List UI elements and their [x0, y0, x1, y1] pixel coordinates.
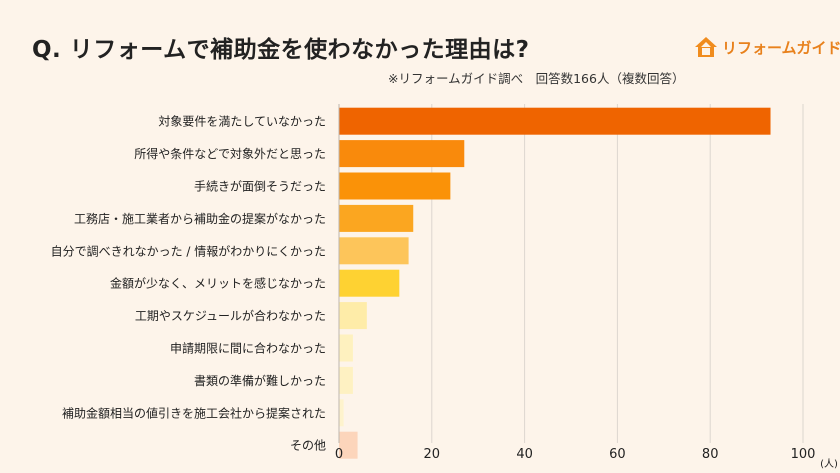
bar	[339, 366, 353, 394]
x-tick-label: 20	[424, 447, 441, 462]
bar	[339, 399, 344, 427]
bar	[339, 107, 771, 135]
bar	[339, 334, 353, 362]
category-label: 所得や条件などで対象外だと思った	[134, 146, 326, 161]
category-label: 手続きが面倒そうだった	[194, 179, 326, 194]
house-icon	[695, 37, 717, 57]
bar	[339, 431, 358, 459]
category-label: 申請期限に間に合わなかった	[170, 341, 326, 356]
x-tick-label: 60	[609, 447, 626, 462]
category-label: 自分で調べきれなかった / 情報がわかりにくかった	[51, 243, 326, 258]
bar	[339, 237, 409, 265]
x-tick-label: 100	[791, 447, 816, 462]
bar	[339, 302, 367, 330]
logo: リフォームガイド	[694, 35, 840, 59]
category-label: 工務店・施工業者から補助金の提案がなかった	[74, 211, 326, 226]
category-label: 補助金額相当の値引きを施工会社から提案された	[62, 405, 326, 420]
bar	[339, 172, 451, 200]
category-label: その他	[290, 439, 326, 453]
chart-subtitle: ※リフォームガイド調べ 回答数166人（複数回答）	[388, 71, 685, 86]
x-tick-label: 0	[335, 447, 343, 462]
category-label: 対象要件を満たしていなかった	[158, 115, 326, 129]
bar	[339, 204, 414, 232]
category-label: 工期やスケジュールが合わなかった	[135, 308, 326, 323]
bar	[339, 140, 465, 168]
x-unit-label: (人)	[820, 458, 838, 470]
category-label: 金額が少なく、メリットを感じなかった	[110, 276, 326, 291]
x-tick-label: 40	[516, 447, 533, 462]
category-label: 書類の準備が難しかった	[194, 373, 326, 388]
x-tick-label: 80	[702, 447, 719, 462]
chart-title: Q. リフォームで補助金を使わなかった理由は?	[32, 37, 530, 63]
logo-text: リフォームガイド	[722, 38, 840, 57]
bar	[339, 269, 400, 297]
